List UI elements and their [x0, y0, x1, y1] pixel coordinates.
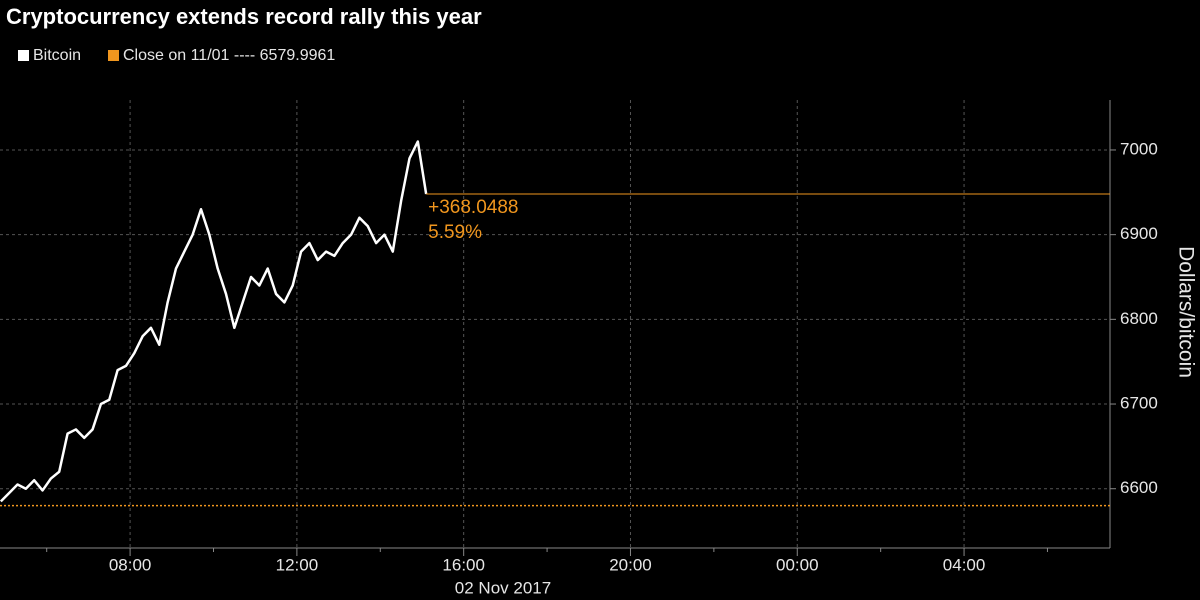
x-tick-label: 00:00: [776, 555, 819, 574]
x-tick-label: 08:00: [109, 555, 152, 574]
legend-label: Close on 11/01 ---- 6579.9961: [123, 47, 335, 64]
annotation: 5.59%: [428, 222, 482, 243]
y-tick-label: 6700: [1120, 394, 1158, 413]
y-axis-label: Dollars/bitcoin: [1174, 246, 1197, 378]
x-tick-label: 16:00: [442, 555, 485, 574]
legend-swatch: [18, 50, 29, 61]
legend-value: 6579.9961: [260, 47, 336, 64]
x-sublabel: 02 Nov 2017: [455, 578, 551, 597]
y-tick-label: 6900: [1120, 224, 1158, 243]
y-tick-label: 6800: [1120, 309, 1158, 328]
y-tick-label: 7000: [1120, 139, 1158, 158]
legend-swatch: [108, 50, 119, 61]
legend-label: Bitcoin: [33, 47, 81, 64]
x-tick-label: 20:00: [609, 555, 652, 574]
x-tick-label: 12:00: [276, 555, 319, 574]
legend: Bitcoin Close on 11/01 ---- 6579.9961: [18, 47, 335, 64]
annotation: +368.0488: [428, 197, 518, 218]
x-tick-label: 04:00: [943, 555, 986, 574]
chart-title: Cryptocurrency extends record rally this…: [6, 4, 482, 29]
legend-name: Close on 11/01 ----: [123, 47, 255, 64]
series-line: [0, 140, 428, 503]
y-tick-label: 6600: [1120, 478, 1158, 497]
